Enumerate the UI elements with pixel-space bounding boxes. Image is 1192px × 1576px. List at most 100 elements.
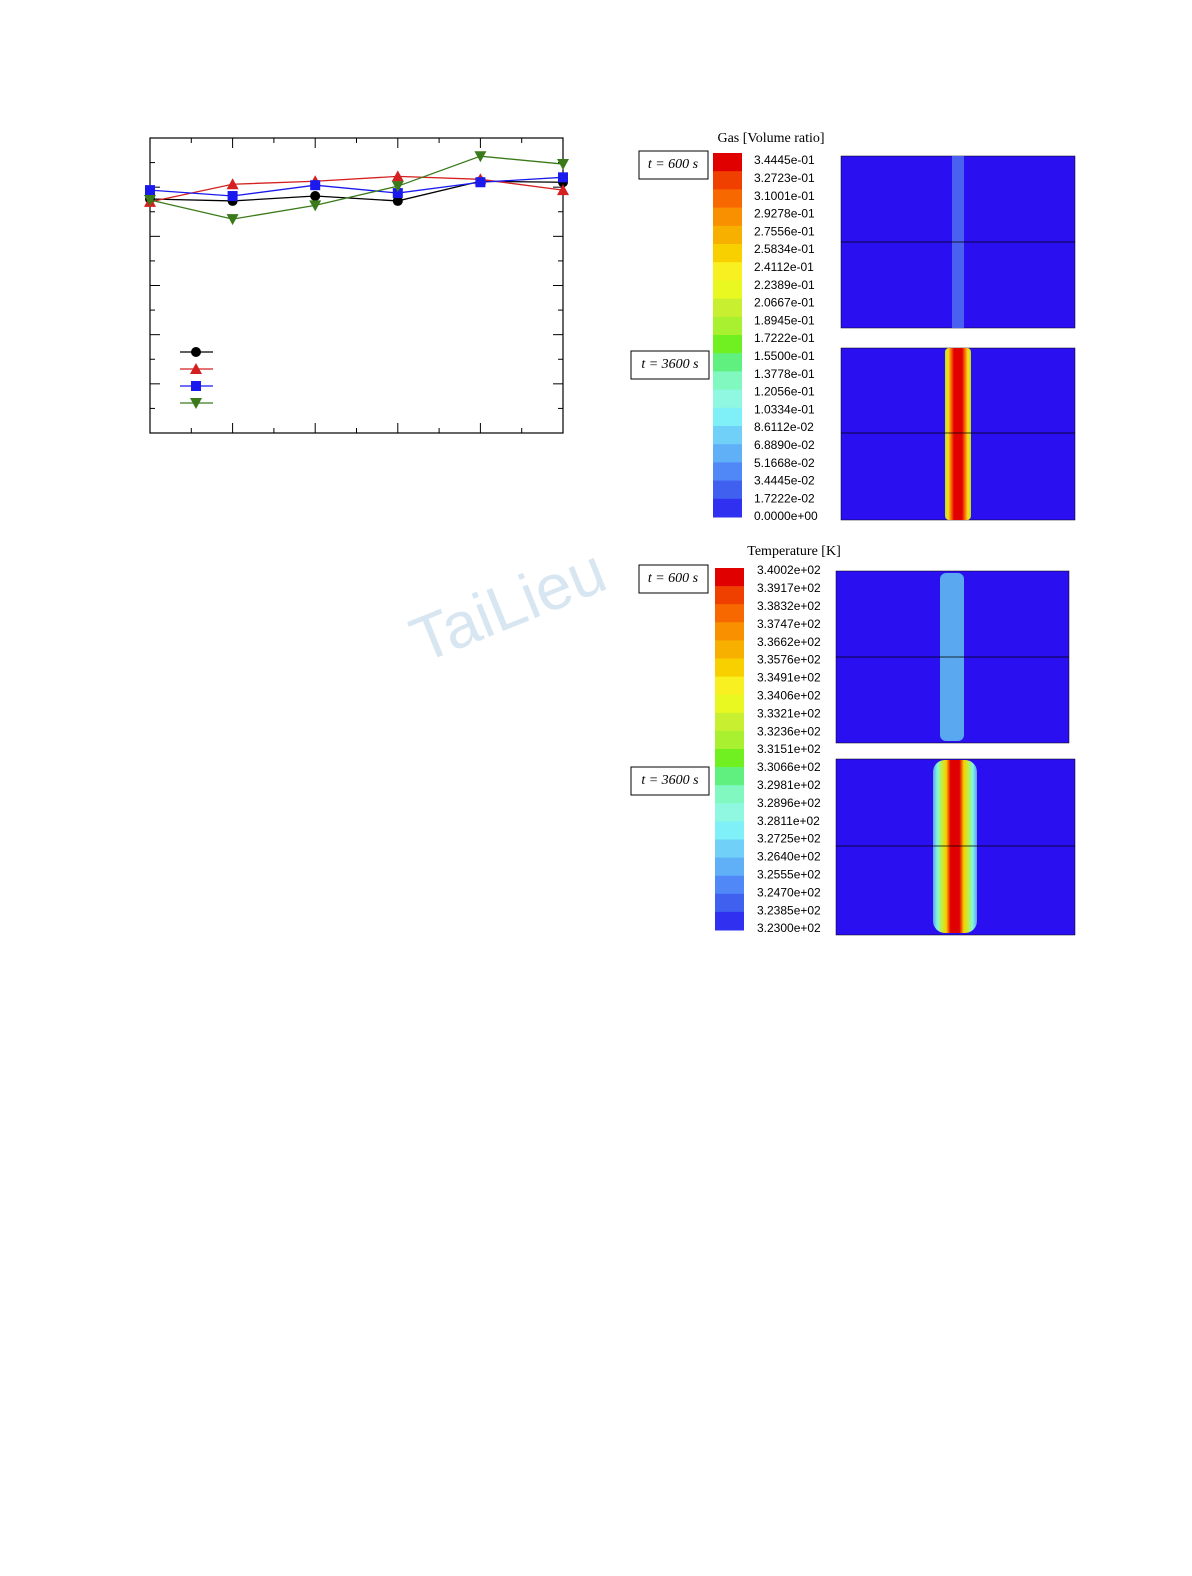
watermark: TaiLieu xyxy=(401,534,616,677)
time-label: t = 3600 s xyxy=(641,357,699,372)
colorbar-label: 2.2389e-01 xyxy=(754,278,815,292)
colorbar-label: 3.2981e+02 xyxy=(757,778,821,792)
colorbar-label: 3.2385e+02 xyxy=(757,903,821,917)
colorbar-label: 6.8890e-02 xyxy=(754,438,815,452)
colorbar-label: 3.3066e+02 xyxy=(757,760,821,774)
colorbar-label: 3.3321e+02 xyxy=(757,706,821,720)
colorbar-label: 2.7556e-01 xyxy=(754,224,815,238)
colorbar-segment xyxy=(715,730,744,750)
colorbar-label: 3.4445e-02 xyxy=(754,474,815,488)
colorbar-label: 3.2300e+02 xyxy=(757,921,821,935)
marker xyxy=(475,177,486,188)
colorbar-segment xyxy=(715,857,744,877)
marker xyxy=(391,170,404,182)
colorbar-label: 2.9278e-01 xyxy=(754,207,815,221)
colorbar-label: 3.2723e-01 xyxy=(754,171,815,185)
legend-marker xyxy=(190,398,202,409)
colorbar-label: 3.3236e+02 xyxy=(757,724,821,738)
contour-stripe xyxy=(945,348,971,520)
colorbar-segment xyxy=(713,189,742,209)
colorbar-segment xyxy=(713,371,742,391)
colorbar-segment xyxy=(713,298,742,318)
colorbar-label: 2.0667e-01 xyxy=(754,296,815,310)
colorbar-segment xyxy=(715,712,744,732)
colorbar-label: 1.2056e-01 xyxy=(754,385,815,399)
colorbar-label: 8.6112e-02 xyxy=(754,420,814,434)
colorbar-segment xyxy=(713,335,742,354)
marker xyxy=(558,172,568,183)
colorbar-label: 3.2640e+02 xyxy=(757,850,821,864)
marker xyxy=(310,180,321,191)
colorbar-segment xyxy=(713,498,742,518)
colorbar-segment xyxy=(713,207,742,227)
colorbar-label: 3.4445e-01 xyxy=(754,153,815,167)
marker xyxy=(557,159,569,171)
marker xyxy=(226,178,239,190)
colorbar: 3.4445e-01 3.2723e-01 3.1001e-01 2.9278e-01… xyxy=(713,153,818,523)
colorbar-segment xyxy=(715,568,744,587)
label-box xyxy=(638,564,709,594)
line-chart xyxy=(144,137,569,434)
marker xyxy=(392,195,403,206)
series-line xyxy=(149,180,564,202)
colorbar-segment xyxy=(715,767,744,786)
colorbar-segment xyxy=(715,821,744,840)
colorbar-segment xyxy=(715,785,744,804)
colorbar-label: 5.1668e-02 xyxy=(754,456,815,470)
colorbar-segment xyxy=(713,444,742,463)
legend-marker xyxy=(190,363,202,374)
colorbar-segment xyxy=(713,225,742,245)
colorbar-segment xyxy=(715,893,744,913)
colorbar-label: 1.0334e-01 xyxy=(754,402,815,416)
colorbar-segment xyxy=(713,316,742,336)
colorbar-label: 3.3917e+02 xyxy=(757,581,821,595)
colorbar: 3.4002e+02 3.3917e+02 3.3832e+02 3.3747e+02… xyxy=(715,563,821,935)
time-label: t = 3600 s xyxy=(641,773,699,788)
colorbar-segment xyxy=(713,353,742,372)
colorbar-segment xyxy=(715,676,744,696)
colorbar-segment xyxy=(715,911,744,931)
legend-marker xyxy=(191,381,201,391)
colorbar-segment xyxy=(713,462,742,482)
colorbar-segment xyxy=(715,622,744,641)
colorbar-label: 3.3832e+02 xyxy=(757,599,821,613)
colorbar-label: 1.7222e-01 xyxy=(754,331,815,345)
label-box xyxy=(638,150,709,180)
panel-title: Gas [Volume ratio] xyxy=(717,131,824,146)
colorbar-label: 3.2896e+02 xyxy=(757,796,821,810)
colorbar-label: 1.7222e-02 xyxy=(754,491,815,505)
colorbar-segment xyxy=(713,171,742,190)
series-line xyxy=(149,176,564,197)
colorbar-segment xyxy=(715,803,744,822)
marker xyxy=(310,191,321,202)
colorbar-segment xyxy=(713,426,742,445)
colorbar-label: 3.2555e+02 xyxy=(757,867,821,881)
colorbar-label: 3.3406e+02 xyxy=(757,688,821,702)
colorbar-label: 3.2811e+02 xyxy=(757,814,820,828)
colorbar-label: 3.3662e+02 xyxy=(757,635,821,649)
marker xyxy=(309,200,322,212)
label-box xyxy=(630,350,710,380)
marker xyxy=(391,181,404,193)
contour-stripe xyxy=(933,760,977,933)
colorbar-label: 3.4002e+02 xyxy=(757,563,821,577)
colorbar-label: 0.0000e+00 xyxy=(754,509,818,523)
colorbar-segment xyxy=(715,658,744,678)
colorbar-label: 3.2470e+02 xyxy=(757,885,821,899)
colorbar-label: 3.3747e+02 xyxy=(757,617,821,631)
colorbar-label: 3.2725e+02 xyxy=(757,832,821,846)
colorbar-segment xyxy=(713,280,742,300)
colorbar-segment xyxy=(715,586,744,605)
colorbar-segment xyxy=(715,839,744,859)
colorbar-segment xyxy=(715,694,744,714)
colorbar-segment xyxy=(713,407,742,427)
colorbar-segment xyxy=(713,262,742,281)
colorbar-label: 3.1001e-01 xyxy=(754,189,815,203)
colorbar-label: 3.3576e+02 xyxy=(757,653,821,667)
colorbar-segment xyxy=(713,389,742,409)
colorbar-segment xyxy=(715,749,744,768)
colorbar-label: 2.5834e-01 xyxy=(754,242,815,256)
colorbar-segment xyxy=(715,604,744,623)
colorbar-label: 3.3151e+02 xyxy=(757,742,821,756)
